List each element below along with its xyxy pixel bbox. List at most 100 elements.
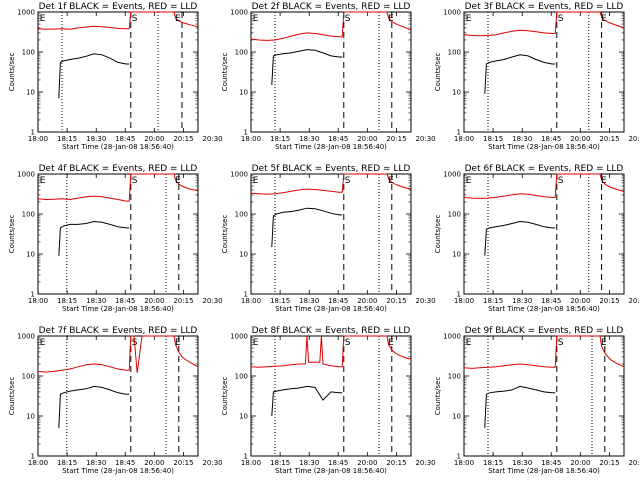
- panel-title: Det 5f BLACK = Events, RED = LLD: [252, 164, 411, 174]
- x-tick-label: 20:15: [386, 297, 406, 305]
- x-tick-label: 18:00: [28, 297, 48, 305]
- x-tick-label: 20:30: [628, 135, 640, 143]
- panel-8: Det 8f BLACK = Events, RED = LLD 18:00 18:…: [221, 326, 436, 475]
- marker-label: E: [40, 176, 46, 186]
- y-tick-label: 1000: [230, 9, 248, 17]
- marker-label: E: [253, 176, 259, 186]
- x-tick-label: 18:15: [483, 459, 503, 467]
- x-tick-label: 18:15: [57, 297, 77, 305]
- x-tick-label: 20:15: [173, 459, 193, 467]
- y-tick-label: 100: [448, 49, 461, 57]
- events-series-line: [58, 53, 130, 99]
- panel-2: Det 2f BLACK = Events, RED = LLD 18:00 18:…: [221, 2, 436, 151]
- marker-label: E: [175, 338, 181, 348]
- panel-title: Det 8f BLACK = Events, RED = LLD: [252, 326, 411, 336]
- marker-label: E: [40, 14, 46, 24]
- x-axis-label: Start Time (28-Jan-08 18:56:40): [62, 467, 174, 475]
- plot-frame: [250, 173, 412, 295]
- marker-label: E: [388, 14, 394, 24]
- y-tick-label: 10: [26, 89, 35, 97]
- panel-title: Det 7f BLACK = Events, RED = LLD: [39, 326, 198, 336]
- x-tick-label: 18:30: [299, 135, 319, 143]
- x-tick-label: 20:30: [415, 297, 435, 305]
- marker-label: S: [132, 338, 138, 348]
- y-tick-label: 100: [448, 373, 461, 381]
- lld-series-line: [250, 11, 412, 41]
- x-tick-label: 18:30: [299, 459, 319, 467]
- events-series-line: [271, 207, 343, 248]
- y-tick-label: 10: [239, 251, 248, 259]
- plot-frame: [37, 173, 199, 295]
- lld-series-line: [250, 335, 412, 368]
- y-tick-label: 100: [235, 211, 248, 219]
- marker-label: S: [132, 14, 138, 24]
- y-tick-label: 100: [448, 211, 461, 219]
- x-tick-label: 18:30: [512, 459, 532, 467]
- y-tick-label: 10: [452, 413, 461, 421]
- events-series-line: [58, 220, 130, 256]
- x-tick-label: 20:00: [570, 297, 590, 305]
- marker-label: E: [466, 338, 472, 348]
- x-tick-label: 18:00: [28, 135, 48, 143]
- x-tick-label: 20:00: [144, 459, 164, 467]
- marker-label: E: [601, 338, 607, 348]
- panel-title: Det 1f BLACK = Events, RED = LLD: [39, 2, 198, 12]
- panel-title: Det 2f BLACK = Events, RED = LLD: [252, 2, 411, 12]
- panel-1: Det 1f BLACK = Events, RED = LLD 18:00 18:…: [8, 2, 223, 151]
- x-tick-label: 18:45: [115, 297, 135, 305]
- marker-label: E: [388, 338, 394, 348]
- y-axis-label: Counts/sec: [221, 53, 229, 92]
- x-tick-label: 18:30: [512, 297, 532, 305]
- marker-label: E: [601, 14, 607, 24]
- marker-label: S: [345, 176, 351, 186]
- events-series-line: [484, 385, 556, 429]
- x-tick-label: 18:30: [299, 297, 319, 305]
- marker-label: S: [558, 176, 564, 186]
- panel-title: Det 3f BLACK = Events, RED = LLD: [465, 2, 624, 12]
- x-tick-label: 20:30: [415, 135, 435, 143]
- plot-frame: [37, 11, 199, 133]
- y-tick-label: 10: [452, 251, 461, 259]
- x-axis-label: Start Time (28-Jan-08 18:56:40): [62, 143, 174, 151]
- y-tick-label: 1: [31, 291, 35, 299]
- y-tick-label: 1000: [230, 333, 248, 341]
- x-axis-label: Start Time (28-Jan-08 18:56:40): [275, 305, 387, 313]
- x-tick-label: 18:45: [328, 459, 348, 467]
- y-axis-label: Counts/sec: [434, 377, 442, 416]
- x-tick-label: 20:00: [357, 297, 377, 305]
- x-tick-label: 18:45: [328, 297, 348, 305]
- y-tick-label: 1: [244, 453, 248, 461]
- panel-7: Det 7f BLACK = Events, RED = LLD 18:00 18:…: [8, 326, 223, 475]
- x-tick-label: 18:00: [454, 135, 474, 143]
- y-tick-label: 1: [457, 453, 461, 461]
- events-series-line: [271, 49, 343, 86]
- marker-label: E: [466, 176, 472, 186]
- x-tick-label: 18:15: [270, 459, 290, 467]
- lld-series-line: [463, 173, 625, 199]
- x-tick-label: 18:30: [86, 135, 106, 143]
- lld-series-line: [37, 173, 199, 202]
- y-axis-label: Counts/sec: [434, 215, 442, 254]
- marker-label: E: [253, 338, 259, 348]
- y-tick-label: 1000: [17, 333, 35, 341]
- events-series-line: [484, 54, 556, 94]
- x-axis-label: Start Time (28-Jan-08 18:56:40): [488, 143, 600, 151]
- x-tick-label: 18:15: [270, 297, 290, 305]
- y-tick-label: 1000: [443, 171, 461, 179]
- x-tick-label: 18:45: [328, 135, 348, 143]
- x-tick-label: 20:30: [628, 297, 640, 305]
- y-tick-label: 1000: [17, 9, 35, 17]
- marker-label: E: [466, 14, 472, 24]
- x-tick-label: 20:30: [202, 459, 222, 467]
- lld-series-line: [463, 335, 625, 369]
- marker-label: S: [345, 338, 351, 348]
- y-axis-label: Counts/sec: [8, 215, 16, 254]
- x-tick-label: 18:00: [241, 135, 261, 143]
- plot-frame: [463, 11, 625, 133]
- lld-series-line: [250, 173, 412, 195]
- y-tick-label: 1000: [230, 171, 248, 179]
- y-tick-label: 10: [239, 89, 248, 97]
- events-series-line: [271, 385, 343, 417]
- panel-title: Det 4f BLACK = Events, RED = LLD: [39, 164, 198, 174]
- plot-frame: [250, 335, 412, 457]
